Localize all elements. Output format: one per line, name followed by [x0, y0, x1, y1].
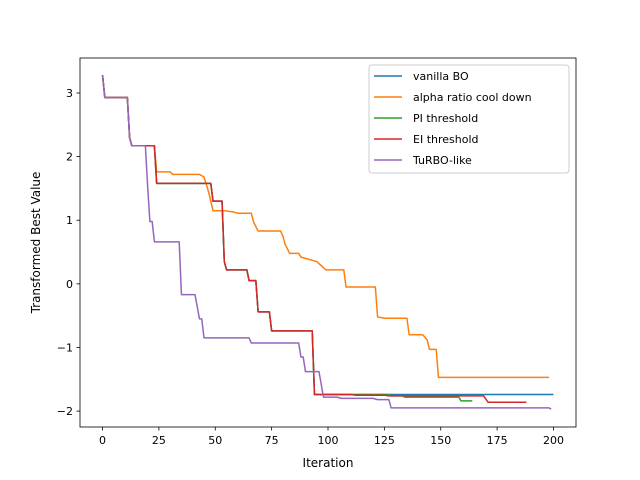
y-tick-label: 0: [66, 278, 73, 291]
legend-label-3: EI threshold: [413, 133, 479, 146]
x-tick-label: 150: [430, 434, 451, 447]
y-axis-ticks: −2 −1 0 1 2 3: [57, 87, 80, 418]
legend-label-0: vanilla BO: [413, 70, 469, 83]
legend-label-4: TuRBO-like: [412, 154, 472, 167]
x-tick-label: 175: [487, 434, 508, 447]
legend-label-1: alpha ratio cool down: [413, 91, 532, 104]
y-tick-label: 2: [66, 151, 73, 164]
series-layer: [101, 75, 554, 410]
legend: vanilla BO alpha ratio cool down PI thresh…: [368, 64, 570, 174]
x-tick-label: 75: [265, 434, 279, 447]
y-tick-label: 3: [66, 87, 73, 100]
x-tick-label: 25: [152, 434, 166, 447]
x-tick-label: 200: [543, 434, 564, 447]
x-tick-label: 0: [99, 434, 106, 447]
series-line-1: [101, 75, 549, 379]
y-axis-label: Transformed Best Value: [29, 172, 43, 315]
x-tick-label: 50: [208, 434, 222, 447]
legend-label-2: PI threshold: [413, 112, 478, 125]
series-line-4: [101, 75, 552, 410]
x-axis-label: Iteration: [303, 456, 354, 470]
y-tick-label: −1: [57, 341, 73, 354]
x-tick-label: 100: [318, 434, 339, 447]
y-tick-label: −2: [57, 405, 73, 418]
y-tick-label: 1: [66, 214, 73, 227]
x-tick-label: 125: [374, 434, 395, 447]
legend-box: [368, 64, 570, 174]
x-axis-ticks: 0 25 50 75 100 125 150 175 200: [99, 427, 564, 447]
